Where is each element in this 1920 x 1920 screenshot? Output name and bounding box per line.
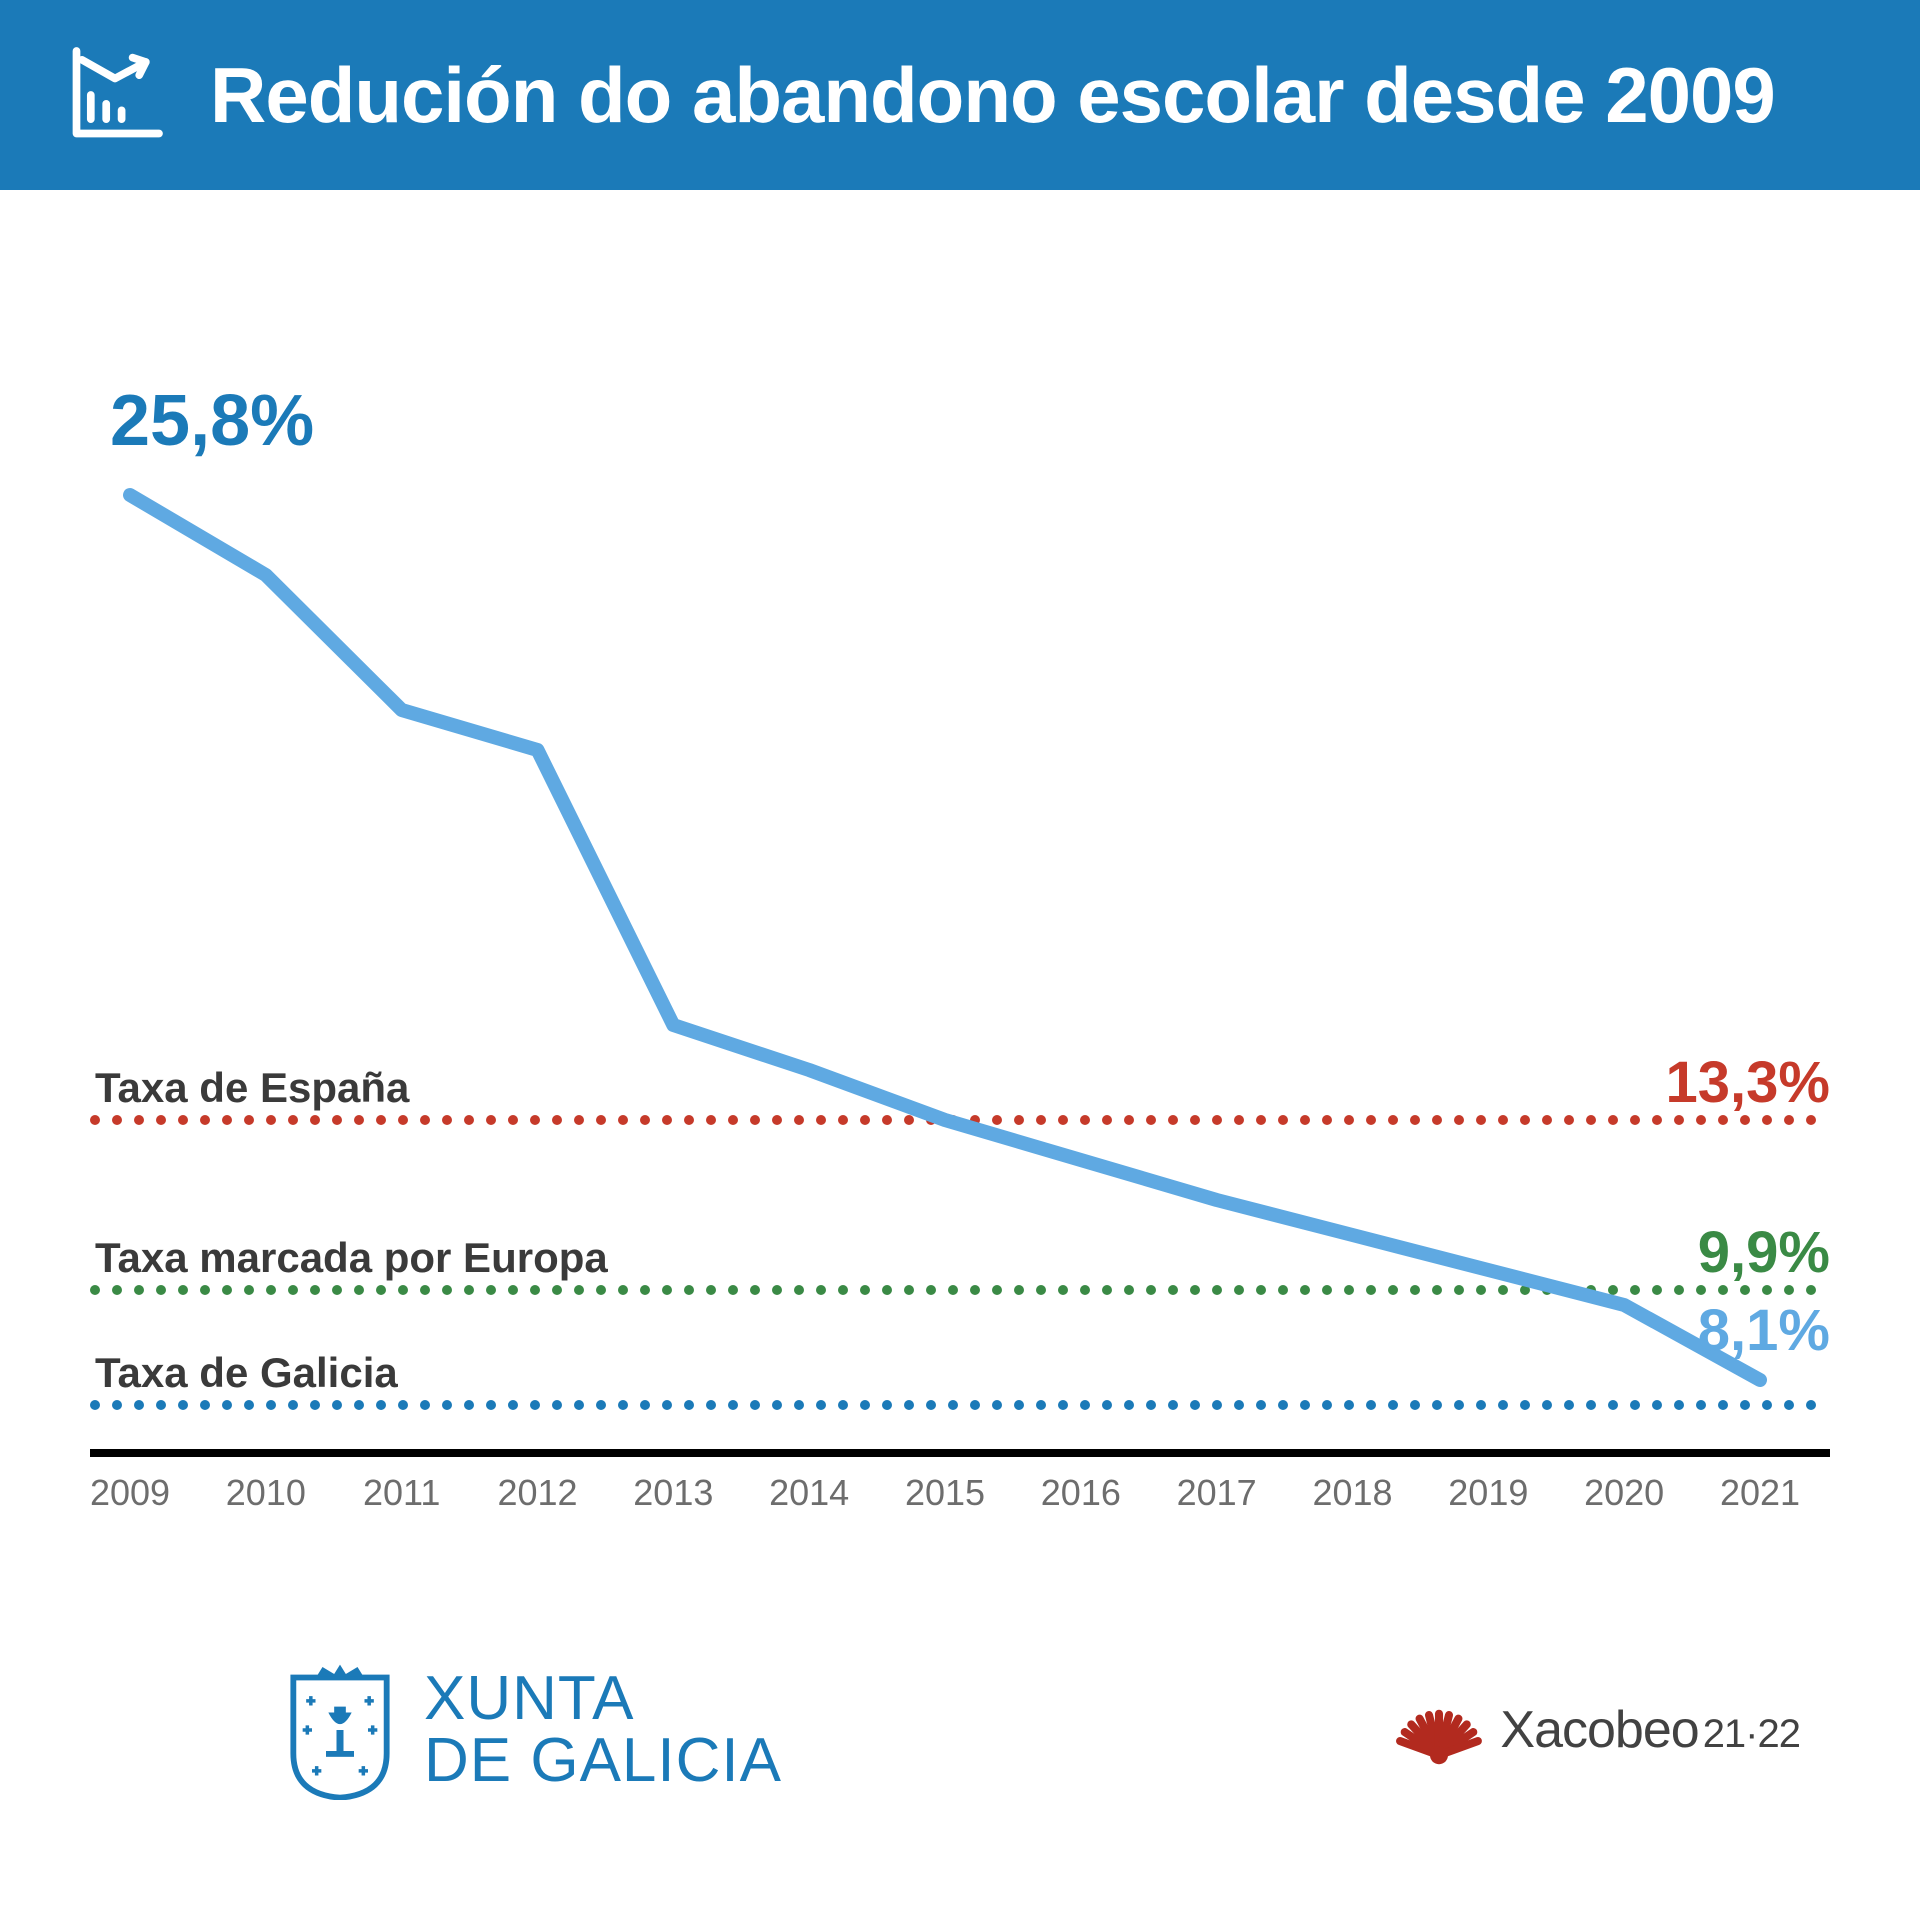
svg-text:2018: 2018: [1312, 1472, 1392, 1513]
svg-text:2010: 2010: [226, 1472, 306, 1513]
svg-text:9,9%: 9,9%: [1698, 1220, 1830, 1285]
svg-text:2019: 2019: [1448, 1472, 1528, 1513]
xacobeo-shell-icon: [1394, 1685, 1484, 1775]
xunta-line1: XUNTA: [424, 1668, 782, 1730]
xacobeo-logo: Xacobeo21·22: [1394, 1685, 1800, 1775]
page-root: Redución do abandono escolar desde 2009 …: [0, 0, 1920, 1920]
svg-text:Taxa de España: Taxa de España: [95, 1064, 410, 1111]
svg-text:2012: 2012: [497, 1472, 577, 1513]
svg-text:2020: 2020: [1584, 1472, 1664, 1513]
xunta-line2: DE GALICIA: [424, 1730, 782, 1792]
xunta-text: XUNTA DE GALICIA: [424, 1668, 782, 1792]
line-chart: Taxa de España 13,3% Taxa marcada por Euro…: [60, 310, 1860, 1540]
svg-text:2016: 2016: [1041, 1472, 1121, 1513]
svg-text:2017: 2017: [1177, 1472, 1257, 1513]
declining-chart-icon: [60, 40, 170, 150]
footer-bar: XUNTA DE GALICIA Xacobeo21·22: [0, 1600, 1920, 1920]
svg-text:25,8%: 25,8%: [110, 381, 314, 461]
header-bar: Redución do abandono escolar desde 2009: [0, 0, 1920, 190]
svg-text:8,1%: 8,1%: [1698, 1298, 1830, 1363]
xunta-shield-icon: [280, 1660, 400, 1800]
svg-text:2021: 2021: [1720, 1472, 1800, 1513]
xacobeo-year: 21·22: [1703, 1712, 1800, 1756]
svg-text:2009: 2009: [90, 1472, 170, 1513]
svg-text:2015: 2015: [905, 1472, 985, 1513]
chart-area: Taxa de España 13,3% Taxa marcada por Euro…: [0, 190, 1920, 1600]
svg-text:Taxa marcada por Europa: Taxa marcada por Europa: [95, 1234, 608, 1281]
svg-text:2011: 2011: [363, 1472, 440, 1513]
chart-title: Redución do abandono escolar desde 2009: [210, 50, 1775, 141]
svg-text:2014: 2014: [769, 1472, 849, 1513]
xunta-logo: XUNTA DE GALICIA: [280, 1660, 782, 1800]
xacobeo-text: Xacobeo21·22: [1500, 1700, 1800, 1760]
svg-text:Taxa de Galicia: Taxa de Galicia: [95, 1349, 398, 1396]
svg-text:2013: 2013: [633, 1472, 713, 1513]
xacobeo-word: Xacobeo: [1500, 1701, 1698, 1759]
svg-text:13,3%: 13,3%: [1666, 1050, 1830, 1115]
